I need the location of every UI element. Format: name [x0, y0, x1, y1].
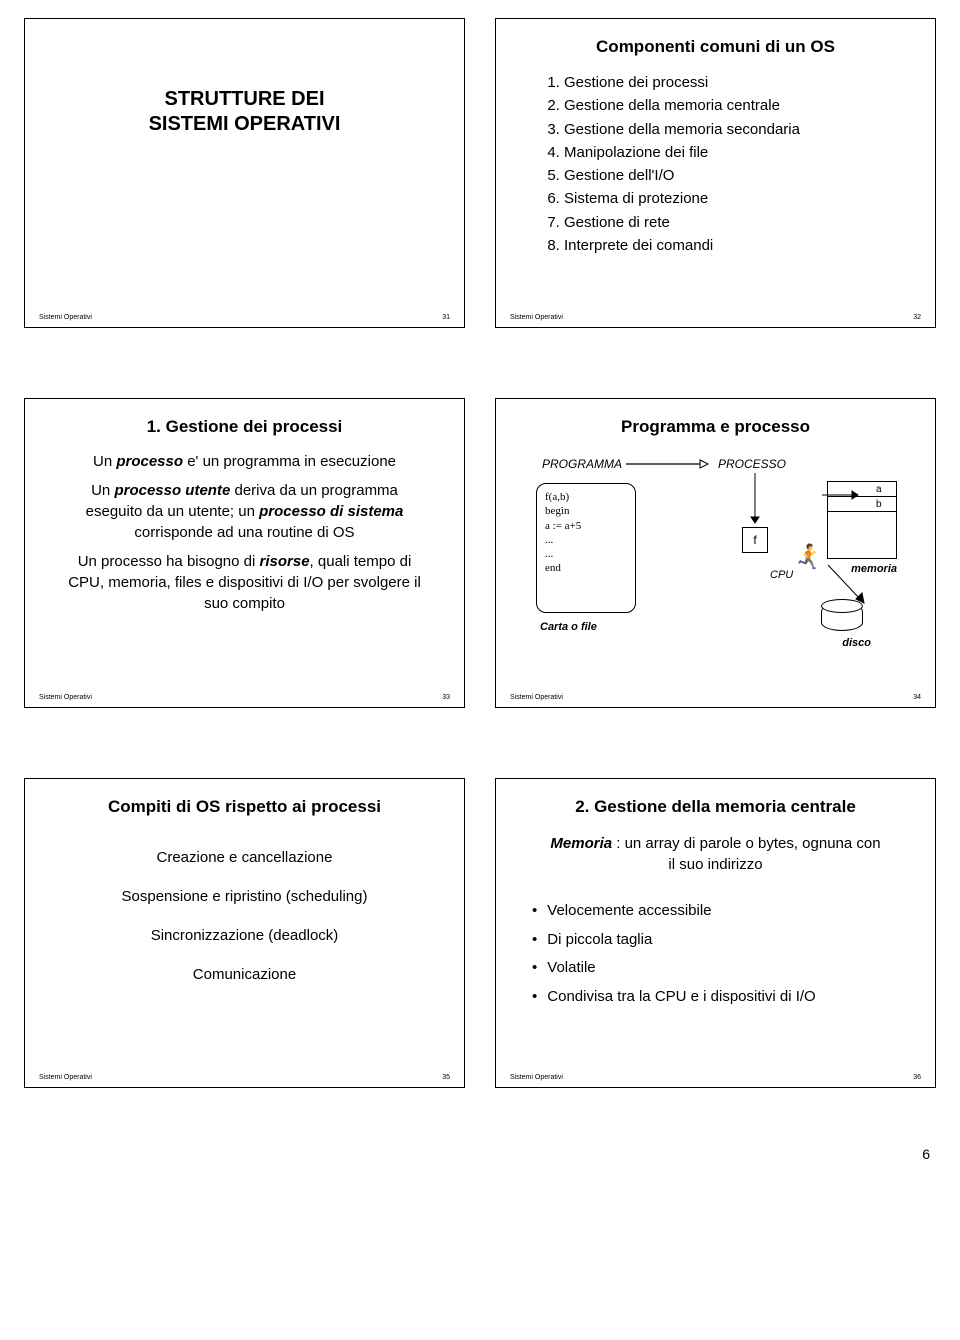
slide-footer: Sistemi Operativi 34	[510, 694, 921, 701]
cpu-label: CPU	[770, 569, 793, 581]
paragraph: Un processo utente deriva da un programm…	[61, 480, 428, 543]
list-item: Volatile	[532, 954, 913, 983]
slide-title: 1. Gestione dei processi	[47, 417, 442, 437]
slide-34: Programma e processo PROGRAMMA PROCESSO …	[495, 398, 936, 708]
paragraph: Memoria : un array di parole o bytes, og…	[548, 833, 883, 875]
list-item: Velocemente accessibile	[532, 897, 913, 926]
slide-title: Programma e processo	[518, 417, 913, 437]
list-item: Interprete dei comandi	[564, 234, 913, 257]
footer-text: Sistemi Operativi	[510, 314, 563, 321]
slide-number: 31	[442, 314, 450, 321]
slide-36: 2. Gestione della memoria centrale Memor…	[495, 778, 936, 1088]
code-line: a := a+5	[545, 519, 627, 533]
runner-icon: 🏃	[794, 543, 824, 572]
footer-text: Sistemi Operativi	[39, 1074, 92, 1081]
arrow-icon	[748, 471, 762, 525]
slide-title: Componenti comuni di un OS	[518, 37, 913, 57]
slide-number: 33	[442, 694, 450, 701]
emphasis: risorse	[260, 553, 310, 570]
slide-row: Compiti di OS rispetto ai processi Creaz…	[24, 778, 936, 1088]
list-item: Gestione dell'I/O	[564, 164, 913, 187]
list-item: Gestione di rete	[564, 211, 913, 234]
slide-footer: Sistemi Operativi 32	[510, 314, 921, 321]
slide-number: 32	[913, 314, 921, 321]
slide-footer: Sistemi Operativi 33	[39, 694, 450, 701]
slide-row: STRUTTURE DEI SISTEMI OPERATIVI Sistemi …	[24, 18, 936, 328]
footer-text: Sistemi Operativi	[39, 314, 92, 321]
text: Un processo ha bisogno di	[78, 553, 260, 570]
slide-35: Compiti di OS rispetto ai processi Creaz…	[24, 778, 465, 1088]
arrow-icon	[624, 457, 710, 471]
disk-label: disco	[842, 637, 871, 649]
paragraph: Un processo ha bisogno di risorse, quali…	[61, 551, 428, 614]
os-components-list: Gestione dei processi Gestione della mem…	[518, 71, 913, 257]
emphasis: processo di sistema	[259, 503, 403, 520]
slide-row: 1. Gestione dei processi Un processo e' …	[24, 398, 936, 708]
code-line: end	[545, 561, 627, 575]
slide-title: 2. Gestione della memoria centrale	[518, 797, 913, 817]
paper-label: Carta o file	[540, 621, 597, 633]
text: Un	[93, 453, 116, 470]
list-item: Manipolazione dei file	[564, 141, 913, 164]
emphasis: processo	[116, 453, 183, 470]
slide-number: 36	[913, 1074, 921, 1081]
page: STRUTTURE DEI SISTEMI OPERATIVI Sistemi …	[0, 0, 960, 1168]
slide-footer: Sistemi Operativi 35	[39, 1074, 450, 1081]
list-item: Gestione della memoria secondaria	[564, 118, 913, 141]
text: : un array di parole o bytes, ognuna con…	[612, 835, 881, 873]
page-number: 6	[922, 1146, 930, 1162]
program-process-diagram: PROGRAMMA PROCESSO f(a,b) begin a := a+5…	[518, 451, 913, 661]
list-item: Condivisa tra la CPU e i dispositivi di …	[532, 983, 913, 1012]
slide-footer: Sistemi Operativi 36	[510, 1074, 921, 1081]
task-item: Creazione e cancellazione	[61, 847, 428, 868]
slide-title: STRUTTURE DEI SISTEMI OPERATIVI	[47, 87, 442, 137]
list-item: Di piccola taglia	[532, 926, 913, 955]
slide-number: 35	[442, 1074, 450, 1081]
footer-text: Sistemi Operativi	[510, 1074, 563, 1081]
footer-text: Sistemi Operativi	[510, 694, 563, 701]
task-item: Sincronizzazione (deadlock)	[61, 925, 428, 946]
task-item: Comunicazione	[61, 964, 428, 985]
emphasis: Memoria	[550, 835, 612, 852]
footer-text: Sistemi Operativi	[39, 694, 92, 701]
slide-footer: Sistemi Operativi 31	[39, 314, 450, 321]
slide-32: Componenti comuni di un OS Gestione dei …	[495, 18, 936, 328]
text: e' un programma in esecuzione	[183, 453, 396, 470]
code-line: begin	[545, 504, 627, 518]
text: corrisponde ad una routine di OS	[134, 524, 354, 541]
title-line: STRUTTURE DEI	[165, 88, 325, 110]
paragraph: Un processo e' un programma in esecuzion…	[61, 451, 428, 472]
memory-properties-list: Velocemente accessibile Di piccola tagli…	[518, 897, 913, 1011]
label-processo: PROCESSO	[718, 457, 786, 471]
list-item: Gestione dei processi	[564, 71, 913, 94]
slide-number: 34	[913, 694, 921, 701]
label-programma: PROGRAMMA	[542, 457, 622, 471]
title-line: SISTEMI OPERATIVI	[149, 113, 341, 135]
program-paper: f(a,b) begin a := a+5 ... ... end	[536, 483, 636, 613]
slide-31: STRUTTURE DEI SISTEMI OPERATIVI Sistemi …	[24, 18, 465, 328]
task-item: Sospensione e ripristino (scheduling)	[61, 886, 428, 907]
list-item: Sistema di protezione	[564, 187, 913, 210]
code-line: ...	[545, 547, 627, 561]
code-line: f(a,b)	[545, 490, 627, 504]
slide-33: 1. Gestione dei processi Un processo e' …	[24, 398, 465, 708]
emphasis: processo utente	[114, 482, 230, 499]
arrow-icon	[820, 487, 860, 503]
code-line: ...	[545, 533, 627, 547]
list-item: Gestione della memoria centrale	[564, 94, 913, 117]
disk-icon	[821, 603, 863, 631]
cpu-box: f	[742, 527, 768, 553]
slide-title: Compiti di OS rispetto ai processi	[47, 797, 442, 817]
text: Un	[91, 482, 114, 499]
